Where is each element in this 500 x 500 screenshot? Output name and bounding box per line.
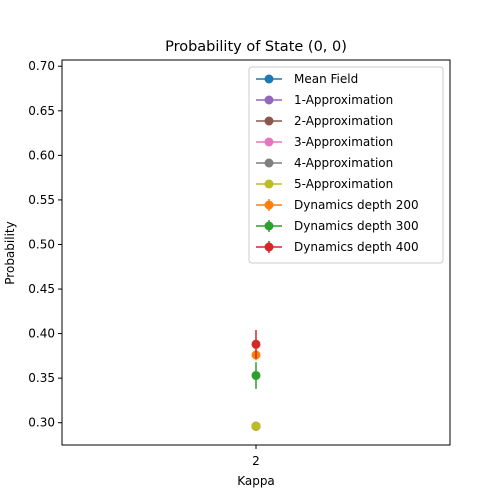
legend-label-5: 5-Approximation [294,177,393,191]
legend-label-1: 1-Approximation [294,93,393,107]
legend-label-2: 2-Approximation [294,114,393,128]
y-tick-label: 0.35 [28,371,55,385]
legend-marker-1 [264,95,274,105]
data-point-5 [251,421,261,431]
x-axis: 2 [252,445,260,468]
y-tick-label: 0.40 [28,327,55,341]
legend-box [248,66,444,264]
legend-label-8: Dynamics depth 400 [294,240,419,254]
legend-marker-5 [264,179,274,189]
legend-label-4: 4-Approximation [294,156,393,170]
legend: Mean Field 1-Approximation 2-Approximation… [248,66,444,264]
legend-label-6: Dynamics depth 200 [294,198,419,212]
y-axis-label: Probability [3,221,17,284]
x-tick-label: 2 [252,454,260,468]
legend-marker-7 [264,221,274,231]
y-tick-label: 0.60 [28,148,55,162]
legend-label-0: Mean Field [294,72,358,86]
legend-marker-2 [264,116,274,126]
legend-marker-6 [264,200,274,210]
chart-title: Probability of State (0, 0) [165,39,347,55]
y-tick-label: 0.45 [28,282,55,296]
y-tick-label: 0.30 [28,416,55,430]
legend-marker-3 [264,137,274,147]
y-axis: 0.30 0.35 0.40 0.45 0.50 0.55 0.60 0.65 0.70 [28,59,62,430]
legend-marker-8 [264,242,274,252]
legend-label-3: 3-Approximation [294,135,393,149]
y-tick-label: 0.65 [28,104,55,118]
legend-marker-4 [264,158,274,168]
data-point-7 [251,370,261,380]
y-tick-label: 0.50 [28,237,55,251]
data-point-8 [251,339,261,349]
y-tick-label: 0.55 [28,193,55,207]
plot-area [251,330,261,431]
x-axis-label: Kappa [237,474,275,488]
legend-label-7: Dynamics depth 300 [294,219,419,233]
y-tick-label: 0.70 [28,59,55,73]
legend-marker-0 [264,74,274,84]
